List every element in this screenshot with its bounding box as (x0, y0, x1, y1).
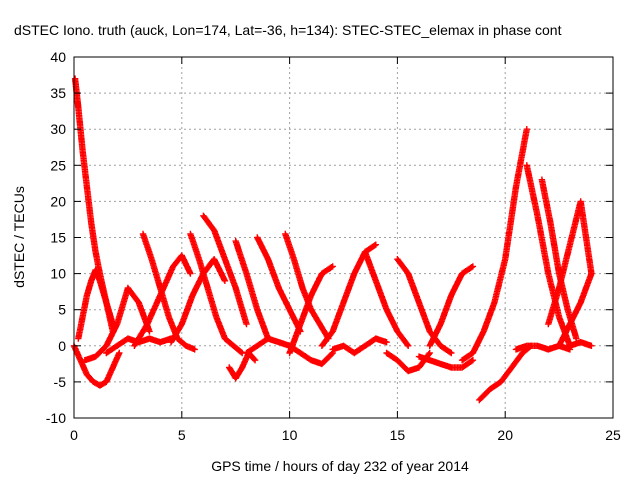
plus-markers (545, 198, 595, 328)
y-tick-label: 25 (50, 157, 66, 173)
series-15 (286, 263, 336, 357)
chart-title: dSTEC Iono. truth (auck, Lon=174, Lat=-3… (14, 22, 562, 38)
x-tick-label: 5 (178, 427, 186, 443)
plus-markers (282, 230, 332, 342)
series-18 (361, 248, 412, 349)
series-22 (426, 263, 477, 349)
x-tick-label: 10 (282, 427, 298, 443)
series-8 (167, 256, 229, 346)
series-17 (329, 335, 390, 357)
plus-markers (131, 252, 194, 349)
y-tick-label: 30 (50, 121, 66, 137)
series-23 (458, 126, 530, 364)
plus-markers (139, 230, 198, 353)
plus-markers (75, 266, 116, 342)
series-12 (254, 234, 304, 335)
y-tick-label: 5 (58, 302, 66, 318)
x-tick-label: 15 (390, 427, 406, 443)
y-tick-label: 0 (58, 338, 66, 354)
plus-markers (103, 335, 175, 357)
series-29 (555, 270, 595, 349)
y-tick-label: 15 (50, 230, 66, 246)
grid-lines (74, 57, 613, 418)
x-tick-label: 25 (605, 427, 621, 443)
plus-markers (232, 237, 272, 342)
plus-markers (81, 284, 153, 364)
x-axis-title: GPS time / hours of day 232 of year 2014 (211, 458, 469, 474)
series-24 (476, 342, 535, 404)
plus-markers (555, 270, 595, 349)
plus-markers (523, 162, 574, 349)
data-points (70, 75, 595, 404)
y-tick-label: 40 (50, 49, 66, 65)
y-tick-label: -10 (46, 410, 66, 426)
series-5 (139, 230, 198, 353)
series-9 (200, 212, 250, 328)
series-6 (131, 252, 194, 349)
plus-markers (243, 335, 336, 368)
series-30 (566, 339, 595, 349)
y-tick-label: 35 (50, 85, 66, 101)
plus-markers (329, 335, 390, 357)
series-4 (103, 335, 175, 357)
plus-markers (426, 263, 477, 349)
series-28 (545, 198, 595, 328)
series-13 (282, 230, 332, 342)
plus-markers (476, 342, 535, 404)
plus-markers (361, 248, 412, 349)
plus-markers (415, 353, 477, 371)
series-26 (523, 162, 574, 349)
plus-markers (286, 263, 336, 357)
x-tick-label: 0 (70, 427, 78, 443)
y-tick-label: 20 (50, 193, 66, 209)
plus-markers (167, 256, 229, 346)
y-axis-title: dSTEC / TECUs (11, 186, 27, 288)
series-3 (81, 284, 153, 364)
y-tick-label: 10 (50, 266, 66, 282)
axis-ticks: 0 5 10 15 20 25 -10 -5 0 5 10 15 20 25 30 35 40 (46, 49, 621, 443)
plus-markers (254, 234, 304, 335)
series-11 (232, 237, 272, 342)
plus-markers (566, 339, 595, 349)
x-tick-label: 20 (497, 427, 513, 443)
series-21 (415, 353, 477, 371)
plus-markers (458, 126, 530, 364)
series-14 (243, 335, 336, 368)
y-tick-label: -5 (54, 374, 67, 390)
plus-markers (200, 212, 250, 328)
series-2 (75, 266, 116, 342)
